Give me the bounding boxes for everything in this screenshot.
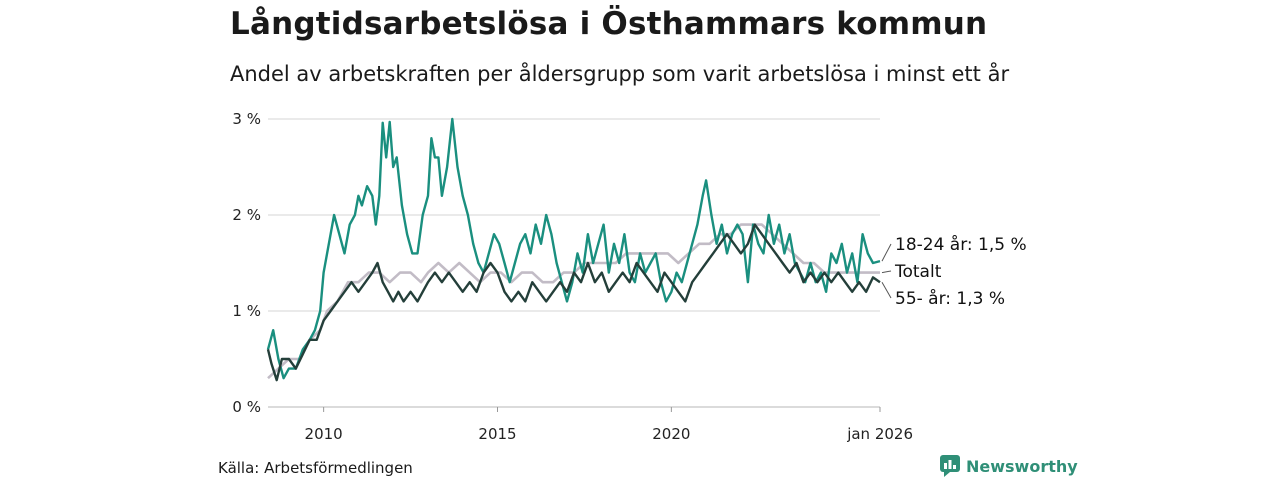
x-tick-label: jan 2026 xyxy=(846,425,913,443)
gridlines xyxy=(268,118,880,408)
y-axis-ticks: 0 % 1 % 2 % 3 % xyxy=(232,110,261,416)
y-tick-label: 3 % xyxy=(232,110,261,128)
x-tick-label: 2010 xyxy=(305,425,343,443)
end-label-youth: 18-24 år: 1,5 % xyxy=(895,234,1027,255)
series-line-total xyxy=(267,223,880,380)
x-axis-ticks: 2010 2015 2020 jan 2026 xyxy=(305,407,913,443)
x-tick-label: 2020 xyxy=(652,425,690,443)
end-label-leader xyxy=(881,243,892,262)
brand-name: Newsworthy xyxy=(966,456,1078,476)
end-labels: 18-24 år: 1,5 % Totalt 55- år: 1,3 % xyxy=(881,234,1027,309)
end-label-total: Totalt xyxy=(894,262,942,282)
series-line-senior xyxy=(266,223,881,382)
x-tick-label: 2015 xyxy=(478,425,516,443)
end-label-leader xyxy=(881,281,892,299)
y-tick-label: 1 % xyxy=(232,302,261,320)
newsworthy-logo-icon xyxy=(940,455,960,477)
brand-logo[interactable]: Newsworthy xyxy=(940,455,1078,477)
y-tick-label: 0 % xyxy=(232,398,261,416)
source-note: Källa: Arbetsförmedlingen xyxy=(218,459,413,477)
end-label-senior: 55- år: 1,3 % xyxy=(895,288,1005,309)
chart-subtitle: Andel av arbetskraften per åldersgrupp s… xyxy=(230,62,1010,86)
series-line-youth xyxy=(266,117,881,380)
y-tick-label: 2 % xyxy=(232,206,261,224)
series-lines xyxy=(266,117,881,382)
chart-title: Långtidsarbetslösa i Östhammars kommun xyxy=(230,6,988,42)
end-label-leader xyxy=(881,270,892,274)
